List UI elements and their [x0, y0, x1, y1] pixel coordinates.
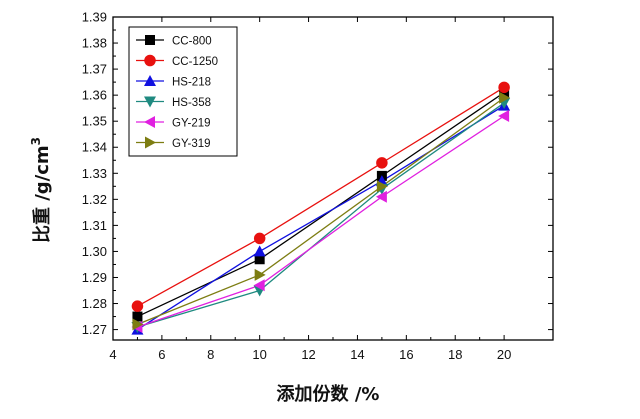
y-tick-label: 1.31	[82, 218, 107, 233]
y-tick-label: 1.27	[82, 322, 107, 337]
y-tick-label: 1.30	[82, 244, 107, 259]
data-point-gy-219	[253, 279, 265, 292]
y-tick-label: 1.37	[82, 62, 107, 77]
y-tick-label: 1.33	[82, 166, 107, 181]
legend-marker-hs-358	[144, 96, 156, 108]
series-line-gy-319	[137, 97, 505, 325]
x-tick-label: 20	[497, 347, 511, 362]
y-axis-title-main: 比重 /g/cm	[31, 145, 53, 243]
data-point-cc-1250	[376, 157, 388, 169]
legend-label-gy-219: GY-219	[172, 118, 211, 130]
y-tick-label: 1.35	[82, 114, 107, 129]
legend-label-cc-800: CC-800	[172, 36, 212, 48]
data-point-gy-319	[499, 91, 511, 104]
series-layer	[131, 81, 511, 335]
y-tick-label: 1.32	[82, 192, 107, 207]
data-point-gy-219	[375, 190, 387, 203]
series-line-cc-800	[137, 92, 505, 318]
y-axis-title-superscript: 3	[29, 137, 43, 145]
series-line-hs-218	[137, 105, 505, 331]
data-point-cc-1250	[131, 300, 144, 312]
legend: CC-800 CC-1250 HS-218 HS-358 GY-219 GY-319	[128, 26, 238, 157]
legend-marker-cc-1250	[144, 54, 156, 67]
series-line-cc-1250	[137, 86, 505, 307]
x-tick-label: 10	[252, 347, 266, 362]
x-tick-label: 16	[399, 347, 413, 362]
legend-box	[128, 26, 238, 157]
axes-layer: 4 6 8 10 12 14 16 18 20 1.27 1.28 1.29 1.30 1.31 1.32 1…	[82, 10, 554, 362]
x-axis-title: 添加份数 /%	[277, 383, 380, 405]
x-tick-label: 4	[109, 347, 116, 362]
legend-label-cc-1250: CC-1250	[172, 56, 218, 68]
data-point-gy-319	[376, 180, 388, 193]
legend-marker-gy-219	[144, 116, 155, 128]
data-point-cc-1250	[498, 81, 510, 94]
y-tick-label: 1.29	[82, 270, 107, 285]
y-tick-label: 1.38	[82, 36, 107, 51]
y-tick-label: 1.36	[82, 88, 107, 103]
data-point-cc-800	[254, 254, 265, 265]
data-point-gy-319	[132, 318, 144, 331]
legend-label-gy-319: GY-319	[172, 138, 211, 150]
x-tick-label: 6	[158, 347, 165, 362]
data-point-cc-800	[132, 311, 143, 322]
data-point-gy-319	[254, 268, 266, 281]
y-tick-label: 1.39	[82, 10, 107, 25]
y-tick-label: 1.28	[82, 296, 107, 311]
data-point-gy-219	[498, 109, 510, 122]
legend-label-hs-218: HS-218	[172, 77, 211, 89]
x-tick-label: 14	[350, 347, 364, 362]
data-point-cc-1250	[253, 232, 266, 245]
x-tick-label: 18	[448, 347, 462, 362]
legend-marker-cc-800	[145, 35, 155, 45]
y-tick-label: 1.34	[82, 140, 107, 155]
series-line-gy-219	[137, 115, 505, 328]
x-tick-label: 8	[207, 347, 214, 362]
x-tick-label: 12	[301, 347, 315, 362]
y-axis-title: 比重 /g/cm3	[29, 137, 53, 243]
y-axis-title-group: 比重 /g/cm3	[29, 137, 53, 243]
legend-marker-gy-319	[145, 136, 156, 149]
series-line-hs-358	[137, 102, 505, 328]
legend-marker-hs-218	[144, 75, 156, 86]
legend-label-hs-358: HS-358	[172, 97, 211, 109]
data-point-hs-218	[253, 245, 266, 257]
